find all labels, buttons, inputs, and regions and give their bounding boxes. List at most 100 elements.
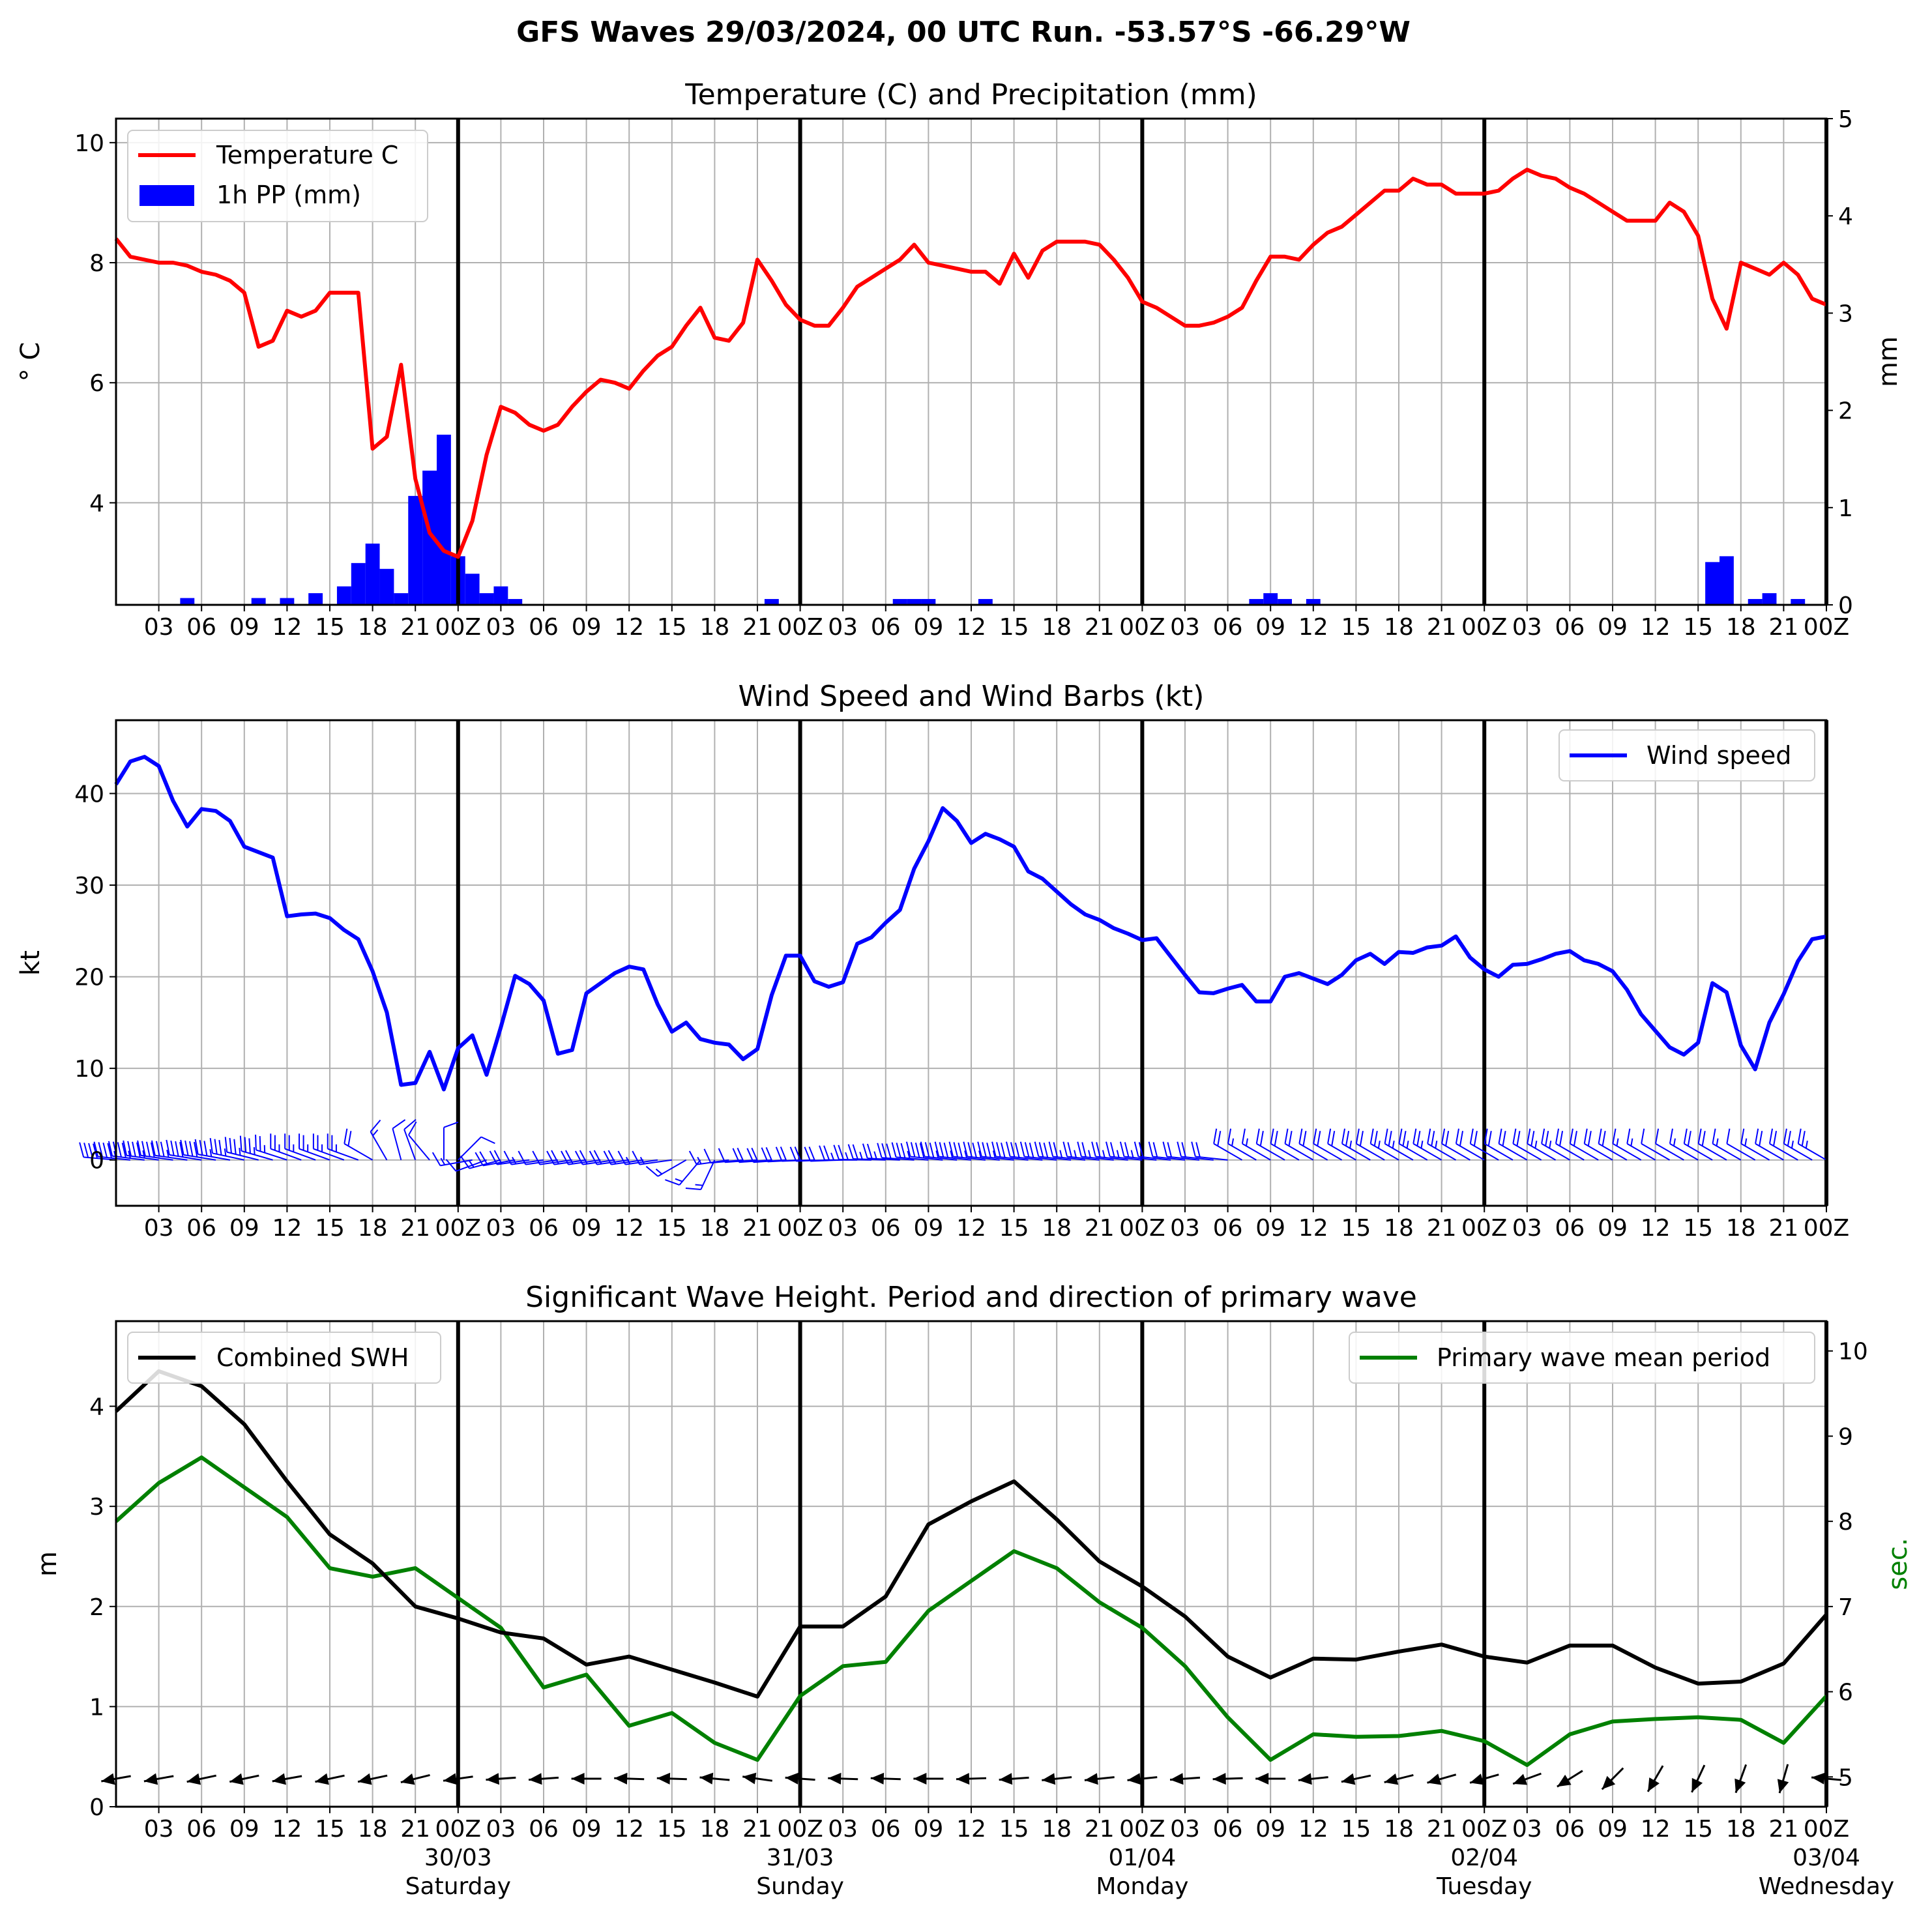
wind-barb-feather bbox=[1302, 1130, 1307, 1146]
x-tick-label: 12 bbox=[614, 1816, 644, 1843]
x-tick-label: 21 bbox=[742, 1816, 772, 1843]
wind-barb-half-feather bbox=[655, 1168, 663, 1175]
wind-barb-staff bbox=[657, 1159, 687, 1177]
x-tick-label: 06 bbox=[1213, 1816, 1243, 1843]
y-tick-label: 10 bbox=[74, 130, 104, 157]
x-tick-label: 12 bbox=[956, 1816, 986, 1843]
wave-arrow-head bbox=[1470, 1773, 1484, 1785]
wind-barb bbox=[1683, 1128, 1713, 1161]
wind-barb-staff bbox=[1726, 1143, 1756, 1161]
wind-barb-feather bbox=[141, 1141, 146, 1156]
x-tick-label: 06 bbox=[529, 1215, 559, 1242]
wave-arrow-head bbox=[742, 1772, 757, 1785]
wind-barb-feather bbox=[199, 1140, 203, 1156]
wind-barb bbox=[1484, 1128, 1514, 1161]
wave-arrow-head bbox=[1084, 1773, 1098, 1785]
wind-barb-feather bbox=[838, 1145, 844, 1160]
wind-barb bbox=[239, 1135, 273, 1161]
wind-barb-feather bbox=[1288, 1130, 1293, 1146]
wind-barb-feather bbox=[919, 1143, 925, 1158]
x-tick-label: 06 bbox=[1213, 614, 1243, 641]
wind-barb-staff bbox=[1798, 1143, 1827, 1161]
precip-bar bbox=[978, 599, 993, 605]
wind-barb-feather bbox=[1217, 1130, 1222, 1146]
x-tick-label: 09 bbox=[572, 614, 602, 641]
wind-barb-feather bbox=[967, 1142, 973, 1158]
wave-arrow-head bbox=[443, 1773, 458, 1785]
wind-barb-staff bbox=[1755, 1143, 1784, 1161]
wind-barb bbox=[1555, 1128, 1585, 1161]
wave-arrow-head bbox=[1691, 1777, 1703, 1792]
wind-barb bbox=[1768, 1128, 1798, 1161]
wave-direction-arrow bbox=[1341, 1773, 1371, 1785]
wind-barb-half-feather bbox=[992, 1150, 996, 1158]
wind-barb-staff bbox=[1512, 1143, 1542, 1161]
wind-barb bbox=[1455, 1128, 1485, 1161]
x-tick-label: 12 bbox=[956, 614, 986, 641]
y-axis-label-right: mm bbox=[1873, 336, 1903, 387]
wind-barb bbox=[123, 1140, 159, 1161]
x-tick-label: 00Z bbox=[435, 1816, 481, 1843]
wind-barb-feather bbox=[1641, 1128, 1645, 1144]
x-tick-label: 00Z bbox=[1119, 1816, 1165, 1843]
x-tick-label: 09 bbox=[229, 614, 259, 641]
wind-barb-staff bbox=[154, 1154, 188, 1161]
wave-direction-arrow bbox=[1647, 1765, 1664, 1792]
wind-barb-staff bbox=[1038, 1156, 1072, 1161]
x-tick-label: 12 bbox=[1641, 1816, 1671, 1843]
wind-barb-feather bbox=[1081, 1142, 1087, 1158]
wind-barb bbox=[1191, 1141, 1228, 1161]
wind-barb-feather bbox=[248, 1138, 251, 1154]
wind-barb-staff bbox=[700, 1160, 716, 1190]
wave-arrow-head bbox=[1648, 1777, 1660, 1792]
wind-barb-feather bbox=[160, 1141, 165, 1157]
wind-barb-staff bbox=[126, 1154, 159, 1161]
precip-bar bbox=[251, 598, 266, 605]
wind-barb-staff bbox=[939, 1156, 972, 1161]
wind-barb-staff bbox=[881, 1157, 915, 1161]
x-tick-label: 06 bbox=[871, 614, 901, 641]
wind-barb-feather bbox=[1313, 1128, 1317, 1144]
wind-barb bbox=[948, 1141, 986, 1161]
wind-barb bbox=[1527, 1128, 1557, 1161]
precip-bar bbox=[1762, 593, 1777, 605]
wind-barb-half-feather bbox=[1716, 1138, 1719, 1146]
y-tick-label-right: 0 bbox=[1838, 592, 1853, 619]
wave-arrow-head bbox=[1427, 1773, 1442, 1785]
wind-barb bbox=[1091, 1141, 1128, 1161]
wave-arrow-head bbox=[956, 1773, 970, 1785]
wind-barb-feather bbox=[1195, 1142, 1201, 1158]
legend-label: Wind speed bbox=[1647, 741, 1791, 770]
y-tick-label: 6 bbox=[89, 370, 104, 397]
wind-barb-feather bbox=[1048, 1141, 1054, 1157]
wave-arrow-head bbox=[358, 1773, 372, 1785]
date-label: 02/04 bbox=[1450, 1845, 1518, 1871]
wind-barb-feather bbox=[1134, 1141, 1139, 1157]
x-tick-label: 06 bbox=[871, 1215, 901, 1242]
wind-barb-staff bbox=[403, 1129, 417, 1161]
wind-barb bbox=[862, 1143, 900, 1161]
wave-direction-arrow bbox=[1734, 1764, 1748, 1794]
wind-barb-staff bbox=[1398, 1143, 1428, 1161]
wind-barb-feather bbox=[1369, 1128, 1374, 1144]
legend-box bbox=[127, 1332, 441, 1384]
wind-barb-feather bbox=[665, 1179, 680, 1186]
wave-direction-arrow bbox=[186, 1773, 217, 1785]
legend-label: Combined SWH bbox=[216, 1343, 409, 1372]
wind-barb-staff bbox=[679, 1160, 701, 1186]
x-tick-label: 12 bbox=[1298, 614, 1328, 641]
wind-barb-staff bbox=[1783, 1143, 1813, 1161]
wind-barb-staff bbox=[1769, 1143, 1798, 1161]
x-tick-label: 06 bbox=[1555, 614, 1585, 641]
wind-barb-feather bbox=[1359, 1130, 1364, 1146]
wave-arrow-head bbox=[1602, 1775, 1616, 1790]
precip-bar bbox=[1306, 599, 1321, 605]
wind-barb-staff bbox=[896, 1156, 929, 1161]
x-tick-label: 21 bbox=[1768, 1215, 1798, 1242]
wind-barb-feather bbox=[408, 1121, 417, 1135]
wind-barb bbox=[270, 1133, 302, 1161]
wind-barb-feather bbox=[920, 1141, 926, 1157]
wind-barb-feather bbox=[617, 1150, 626, 1165]
wave-direction-arrow bbox=[528, 1773, 559, 1785]
wave-arrow-head bbox=[1255, 1773, 1269, 1785]
